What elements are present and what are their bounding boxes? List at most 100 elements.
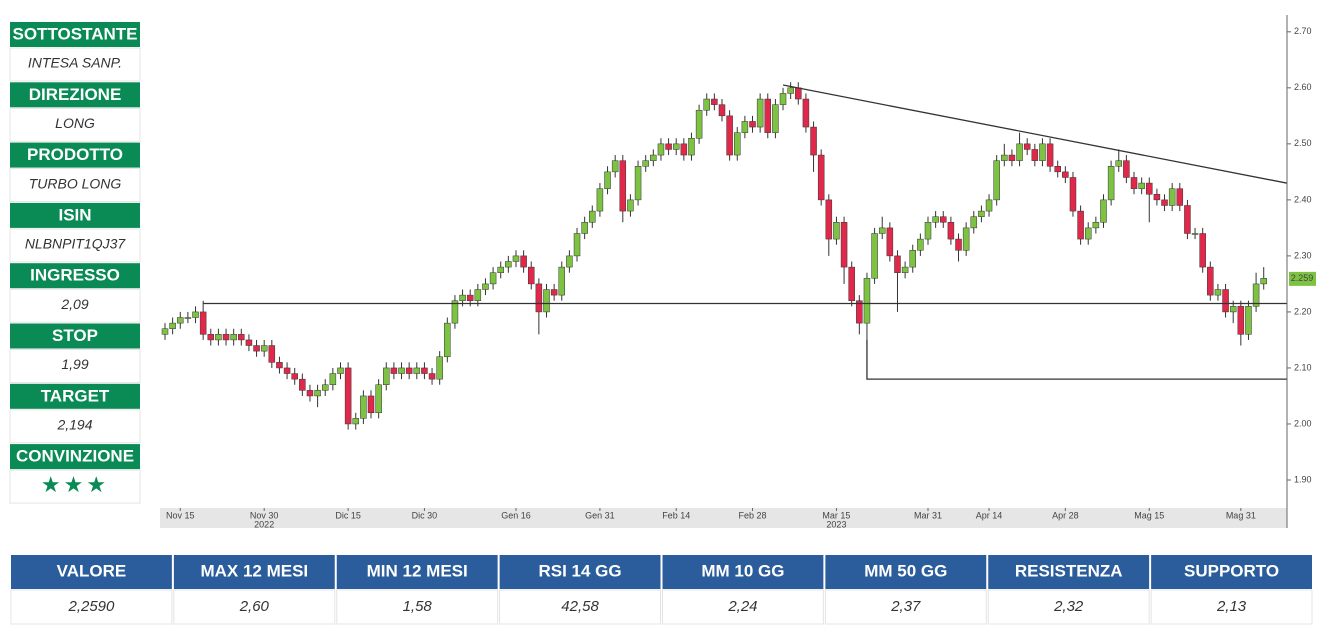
candle-body — [215, 334, 222, 341]
candle-body — [978, 210, 985, 217]
table-header-cell — [662, 555, 824, 589]
candle-body — [466, 294, 474, 301]
sidebar-label-box — [10, 444, 140, 470]
candle-body — [1016, 143, 1023, 161]
sidebar-value-box — [9, 469, 141, 504]
table-header: MM 10 GG — [701, 561, 784, 580]
candle-body — [1245, 306, 1252, 335]
table-value: 42,58 — [561, 598, 599, 615]
candle-body — [306, 390, 314, 397]
candle-body — [688, 138, 695, 156]
candle-body — [787, 87, 794, 94]
sidebar-label: PRODOTTO — [27, 145, 123, 164]
sidebar-label-box — [10, 142, 140, 168]
candle-body — [772, 104, 779, 133]
candle-body — [413, 367, 421, 374]
sidebar-label-box — [10, 82, 140, 108]
last-price-tag — [1289, 271, 1316, 286]
candle-body — [238, 334, 245, 341]
candle-body — [1146, 182, 1153, 195]
candle-body — [764, 98, 772, 133]
table-header-cell — [336, 555, 498, 589]
candle-body — [1054, 166, 1061, 173]
candle-body — [856, 300, 863, 324]
candle-body — [1069, 177, 1077, 212]
y-tick-label: 1.90 — [1294, 474, 1312, 484]
trend-line — [782, 84, 1287, 184]
candle-body — [245, 339, 253, 346]
table-header: RSI 14 GG — [538, 561, 621, 580]
candle-body — [878, 227, 886, 234]
table-header: MAX 12 MESI — [200, 561, 308, 580]
candle-body — [535, 283, 543, 313]
candle-body — [1092, 222, 1100, 229]
candle-body — [932, 216, 939, 223]
candle-body — [421, 367, 428, 374]
y-tick-label: 2.10 — [1294, 362, 1312, 372]
candle-body — [619, 160, 627, 212]
candle-body — [207, 334, 215, 341]
candle-body — [550, 289, 558, 296]
sidebar-label: STOP — [52, 326, 98, 345]
candle-body — [1084, 227, 1092, 240]
candle-body — [1039, 143, 1046, 161]
candle-body — [573, 233, 581, 257]
x-tick-label: Gen 31 — [585, 510, 615, 520]
candle-body — [779, 93, 787, 105]
candle-body — [695, 109, 703, 139]
table-header: VALORE — [57, 561, 127, 580]
candle-body — [527, 266, 535, 285]
candle-body — [390, 367, 398, 374]
sidebar-label: SOTTOSTANTE — [13, 24, 138, 43]
candle-body — [459, 294, 466, 301]
candle-body — [520, 255, 527, 268]
sidebar-label: INGRESSO — [30, 266, 120, 285]
candle-body — [734, 132, 741, 156]
candle-body — [1008, 154, 1016, 161]
candle-body — [1168, 188, 1176, 206]
table-value: 1,58 — [403, 598, 433, 615]
candle-body — [817, 154, 825, 201]
candle-body — [436, 356, 443, 380]
table-value: 2,13 — [1216, 598, 1247, 615]
candle-body — [749, 121, 756, 128]
candle-body — [947, 222, 955, 240]
candle-body — [810, 126, 817, 156]
candle-body — [566, 255, 573, 268]
candle-body — [192, 311, 199, 318]
candle-body — [1023, 143, 1031, 150]
table-header-cell — [825, 555, 987, 589]
x-tick-label: Feb 28 — [738, 510, 766, 520]
candle-body — [863, 278, 871, 324]
sidebar-value-box — [9, 228, 141, 263]
x-tick-label: Dic 30 — [412, 510, 438, 520]
candle-body — [253, 345, 260, 352]
candle-body — [840, 222, 848, 268]
x-tick-label: Nov 30 — [250, 510, 279, 520]
x-tick-label: Mag 15 — [1134, 510, 1164, 520]
table-header-cell — [173, 555, 335, 589]
candle-body — [314, 390, 321, 397]
candle-body — [1176, 188, 1184, 206]
table-value: 2,32 — [1053, 598, 1084, 615]
candle-body — [344, 367, 352, 425]
candle-body — [1161, 199, 1168, 206]
candle-body — [901, 266, 909, 273]
x-tick-label: Apr 28 — [1052, 510, 1079, 520]
candle-body — [428, 373, 436, 380]
candle-body — [1062, 171, 1069, 178]
table-value: 2,2590 — [67, 598, 115, 615]
table-cell — [1150, 589, 1313, 625]
table-header-cell — [1151, 555, 1312, 589]
sidebar-label-box — [10, 202, 140, 228]
candle-body — [642, 160, 649, 167]
candle-body — [321, 384, 329, 391]
candle-body — [1191, 233, 1199, 235]
candle-body — [360, 395, 367, 419]
sidebar-value: 2,09 — [60, 296, 88, 312]
last-price-label: 2.259 — [1291, 273, 1314, 283]
sidebar-label-box — [10, 22, 140, 47]
candle-body — [871, 233, 878, 279]
sidebar-label-box — [10, 263, 140, 289]
